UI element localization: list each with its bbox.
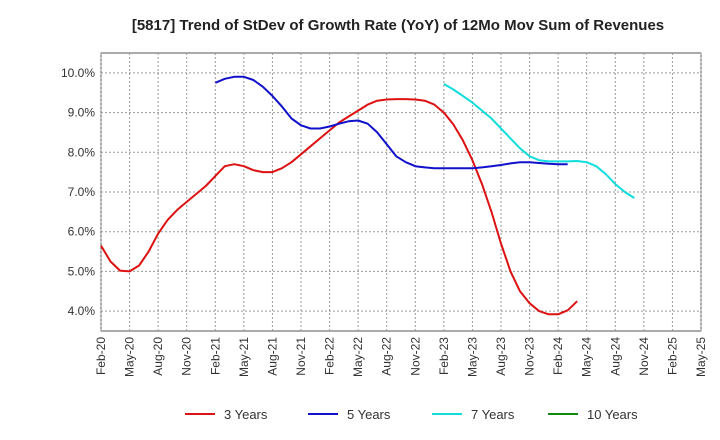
- y-tick-label: 6.0%: [68, 225, 96, 239]
- x-tick-label: Aug-24: [608, 337, 622, 376]
- legend-label-10-years: 10 Years: [587, 407, 638, 422]
- x-tick-label: Feb-23: [437, 337, 451, 375]
- y-axis: 4.0% 5.0% 6.0% 7.0% 8.0% 9.0% 10.0%: [61, 66, 95, 318]
- x-tick-label: May-22: [351, 337, 365, 377]
- x-tick-label: Feb-22: [323, 337, 337, 375]
- x-tick-label: May-21: [237, 337, 251, 377]
- x-tick-label: Nov-23: [523, 337, 537, 376]
- x-tick-label: May-24: [580, 337, 594, 377]
- series-line-3-years: [100, 98, 578, 316]
- legend-label-7-years: 7 Years: [471, 407, 515, 422]
- x-tick-label: Nov-24: [637, 337, 651, 376]
- y-tick-label: 4.0%: [68, 304, 96, 318]
- x-tick-label: Nov-22: [408, 337, 422, 376]
- x-tick-label: Aug-20: [151, 337, 165, 376]
- x-tick-label: Aug-21: [265, 337, 279, 376]
- x-tick-label: Nov-20: [180, 337, 194, 376]
- legend-label-3-years: 3 Years: [224, 407, 268, 422]
- x-tick-label: Aug-22: [380, 337, 394, 376]
- y-tick-label: 5.0%: [68, 264, 96, 278]
- x-tick-label: May-20: [123, 337, 137, 377]
- y-tick-label: 10.0%: [61, 66, 95, 80]
- y-tick-label: 8.0%: [68, 145, 96, 159]
- x-tick-label: Nov-21: [294, 337, 308, 376]
- x-tick-label: May-23: [465, 337, 479, 377]
- series-line-5-years: [214, 75, 568, 170]
- y-tick-label: 9.0%: [68, 106, 96, 120]
- gridlines: [100, 53, 702, 331]
- x-tick-label: Feb-24: [551, 337, 565, 375]
- series-line-7-years: [443, 83, 635, 199]
- x-tick-label: May-25: [694, 337, 708, 377]
- y-tick-label: 7.0%: [68, 185, 96, 199]
- x-tick-label: Feb-25: [665, 337, 679, 375]
- legend-label-5-years: 5 Years: [347, 407, 391, 422]
- x-axis: Feb-20 May-20 Aug-20 Nov-20 Feb-21 May-21 Aug-…: [94, 337, 708, 377]
- x-tick-label: Aug-23: [494, 337, 508, 376]
- x-tick-label: Feb-21: [208, 337, 222, 375]
- legend: 3 Years 5 Years 7 Years 10 Years: [185, 407, 638, 422]
- x-tick-label: Feb-20: [94, 337, 108, 375]
- chart-title: [5817] Trend of StDev of Growth Rate (Yo…: [132, 17, 664, 34]
- series-layer: [100, 75, 635, 316]
